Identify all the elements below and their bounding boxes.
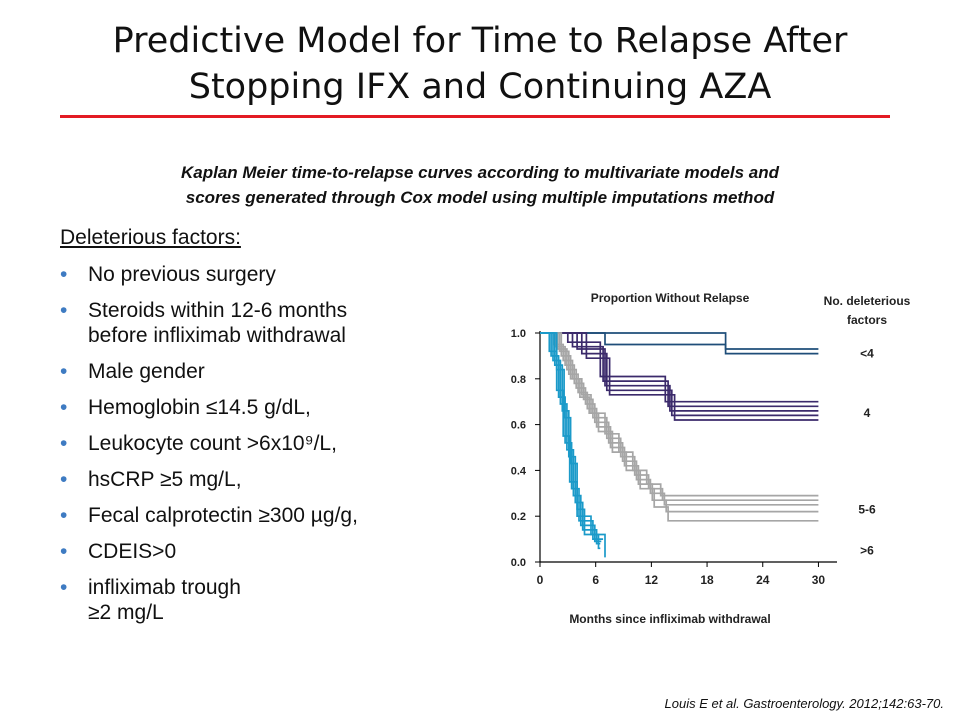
km-curve — [540, 332, 819, 522]
group-label: 5-6 — [858, 502, 876, 516]
slide-subtitle-line: scores generated through Cox model using… — [185, 188, 775, 207]
slide-title: Predictive Model for Time to Relapse Aft… — [40, 18, 920, 110]
factor-text: hsCRP ≥5 mg/L, — [88, 468, 242, 491]
legend-title-line: No. deleterious — [824, 294, 911, 308]
factor-list: No previous surgery Steroids within 12-6 … — [60, 262, 460, 636]
group-label: 4 — [864, 406, 871, 420]
slide-title-line: Predictive Model for Time to Relapse Aft… — [112, 21, 848, 61]
y-tick-label: 0.8 — [511, 374, 526, 386]
legend-title-line: factors — [847, 313, 887, 327]
y-tick-label: 0.4 — [511, 465, 527, 477]
y-tick-label: 1.0 — [511, 328, 526, 340]
factor-item: infliximab trough≥2 mg/L — [60, 575, 460, 625]
km-curve — [540, 332, 819, 513]
km-curve — [540, 332, 819, 403]
factor-item: hsCRP ≥5 mg/L, — [60, 467, 460, 492]
km-curve — [540, 332, 819, 502]
km-chart: 0.0 0.2 0.4 0.6 0.8 1.0 0 6 12 18 24 30 Proportion W… — [480, 270, 940, 640]
x-axis-label: Months since infliximab withdrawal — [569, 612, 770, 626]
chart-title: Proportion Without Relapse — [591, 291, 750, 305]
factor-text: Hemoglobin ≤14.5 g/dL, — [88, 396, 311, 419]
factor-item: CDEIS>0 — [60, 539, 460, 564]
y-tick-label: 0.0 — [511, 557, 526, 569]
factor-item: Fecal calprotectin ≥300 µg/g, — [60, 503, 460, 528]
factor-text: infliximab trough — [88, 576, 241, 599]
factor-text: CDEIS>0 — [88, 540, 177, 563]
factor-text: Male gender — [88, 360, 205, 383]
factor-text: No previous surgery — [88, 263, 276, 286]
x-tick-label: 12 — [645, 573, 659, 587]
km-curve — [540, 332, 819, 408]
km-curve — [540, 332, 819, 506]
factors-heading: Deleterious factors: — [60, 226, 241, 249]
km-chart-svg: 0.0 0.2 0.4 0.6 0.8 1.0 0 6 12 18 24 30 Proportion W… — [511, 291, 911, 626]
km-curve — [540, 332, 819, 497]
x-tick-label: 6 — [592, 573, 599, 587]
x-tick-label: 30 — [812, 573, 826, 587]
factor-item: Hemoglobin ≤14.5 g/dL, — [60, 395, 460, 420]
group-label: >6 — [860, 544, 874, 558]
factor-text: before infliximab withdrawal — [88, 324, 346, 347]
title-divider — [60, 115, 890, 118]
slide-title-line: Stopping IFX and Continuing AZA — [188, 67, 772, 107]
y-tick-label: 0.6 — [511, 420, 526, 432]
factor-text: ≥2 mg/L — [88, 601, 164, 624]
slide-subtitle-line: Kaplan Meier time-to-relapse curves acco… — [180, 163, 779, 182]
factor-item: Leukocyte count >6x10⁹/L, — [60, 431, 460, 456]
factor-text: Leukocyte count >6x10⁹/L, — [88, 432, 337, 455]
factor-item: Male gender — [60, 359, 460, 384]
x-tick-label: 0 — [537, 573, 544, 587]
km-curve — [540, 332, 819, 417]
km-curve — [540, 332, 601, 550]
x-tick-label: 24 — [756, 573, 770, 587]
km-curve — [540, 332, 819, 412]
km-curve — [540, 332, 604, 540]
group-label: <4 — [860, 347, 874, 361]
km-curve — [540, 332, 819, 421]
y-tick-label: 0.2 — [511, 511, 526, 523]
factor-text: Fecal calprotectin ≥300 µg/g, — [88, 504, 358, 527]
factor-item: No previous surgery — [60, 262, 460, 287]
citation: Louis E et al. Gastroenterology. 2012;14… — [664, 696, 944, 711]
factor-text: Steroids within 12-6 months — [88, 299, 348, 322]
x-tick-label: 18 — [700, 573, 714, 587]
km-curve — [540, 332, 819, 355]
slide-subtitle: Kaplan Meier time-to-relapse curves acco… — [60, 160, 900, 210]
